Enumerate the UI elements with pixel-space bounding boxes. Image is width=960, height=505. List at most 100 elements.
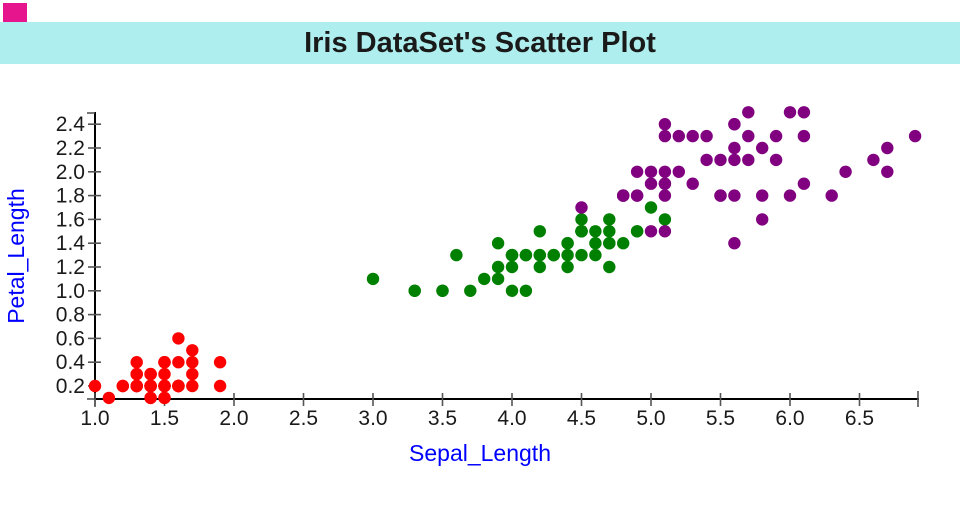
data-point-virginica xyxy=(658,129,672,143)
data-point-setosa xyxy=(213,356,227,369)
data-point-virginica xyxy=(658,165,672,178)
data-point-versicolor xyxy=(589,248,602,262)
data-point-versicolor xyxy=(505,260,519,274)
x-tick-label: 5.5 xyxy=(706,407,735,430)
data-point-virginica xyxy=(686,129,699,143)
title-banner: Iris DataSet's Scatter Plot xyxy=(0,22,960,64)
data-point-versicolor xyxy=(366,272,380,286)
data-point-virginica xyxy=(881,165,894,178)
data-point-virginica xyxy=(658,225,672,238)
data-point-virginica xyxy=(714,189,727,202)
y-tick-label: 0.2 xyxy=(56,375,85,398)
data-point-versicolor xyxy=(533,260,546,274)
data-point-virginica xyxy=(797,177,811,190)
data-point-virginica xyxy=(672,165,685,178)
x-tick-label: 2.5 xyxy=(289,407,318,430)
x-tick-label: 6.0 xyxy=(775,407,804,430)
data-point-virginica xyxy=(728,153,741,167)
data-point-virginica xyxy=(783,189,797,202)
data-point-versicolor xyxy=(575,225,588,238)
y-tick-label: 1.6 xyxy=(56,208,85,231)
data-point-virginica xyxy=(617,189,630,202)
x-tick-label: 3.0 xyxy=(358,407,387,430)
data-point-virginica xyxy=(756,189,769,202)
y-axis-title: Petal_Length xyxy=(3,188,29,324)
data-point-virginica xyxy=(658,118,672,131)
data-point-versicolor xyxy=(575,213,588,226)
y-tick-label: 2.0 xyxy=(56,161,85,184)
data-point-versicolor xyxy=(491,237,505,250)
data-point-versicolor xyxy=(617,237,630,250)
data-point-versicolor xyxy=(561,237,574,250)
x-axis: 1.0 1.5 2.0 2.5 3.0 3.5 4.0 4.5 5.0 5.5 6.0 6.5 xyxy=(80,391,919,430)
data-point-setosa xyxy=(158,356,171,369)
data-point-versicolor xyxy=(589,237,602,250)
data-point-versicolor xyxy=(603,225,616,238)
data-point-versicolor xyxy=(603,237,616,250)
data-point-virginica xyxy=(756,141,769,155)
data-point-versicolor xyxy=(505,248,519,262)
y-tick-labels: 0.20.40.60.81.01.21.41.61.82.02.22.4 xyxy=(56,113,86,398)
data-point-virginica xyxy=(769,153,783,167)
data-point-setosa xyxy=(172,356,185,369)
y-tick-label: 1.4 xyxy=(56,232,86,255)
y-tick-label: 1.0 xyxy=(56,280,85,303)
data-point-versicolor xyxy=(603,260,616,274)
data-point-virginica xyxy=(728,189,741,202)
data-point-versicolor xyxy=(603,213,616,226)
data-point-virginica xyxy=(644,177,658,190)
data-point-virginica xyxy=(797,129,811,143)
data-point-setosa xyxy=(186,356,199,369)
data-point-setosa xyxy=(144,379,157,393)
data-point-virginica xyxy=(672,129,685,143)
data-point-versicolor xyxy=(505,284,519,297)
data-point-setosa xyxy=(88,379,102,393)
x-tick-label: 1.0 xyxy=(80,407,109,430)
data-point-virginica xyxy=(700,129,713,143)
y-tick-label: 1.2 xyxy=(56,256,85,279)
x-tick-label: 1.5 xyxy=(150,407,179,430)
data-point-setosa xyxy=(172,379,185,393)
data-point-virginica xyxy=(728,141,741,155)
data-point-virginica xyxy=(867,153,880,167)
data-point-versicolor xyxy=(478,272,491,286)
chart-title: Iris DataSet's Scatter Plot xyxy=(304,26,656,59)
data-point-versicolor xyxy=(491,260,505,274)
data-point-versicolor xyxy=(630,225,644,238)
data-point-setosa xyxy=(130,356,143,369)
data-point-versicolor xyxy=(519,248,533,262)
y-axis: 0.20.40.60.81.01.21.41.61.82.02.22.4 xyxy=(56,112,101,400)
data-point-versicolor xyxy=(491,272,505,286)
data-point-virginica xyxy=(825,189,838,202)
data-point-virginica xyxy=(700,153,713,167)
data-point-setosa xyxy=(186,379,199,393)
data-point-virginica xyxy=(686,177,699,190)
data-point-virginica xyxy=(797,106,811,119)
data-point-virginica xyxy=(783,106,797,119)
x-tick-label: 3.5 xyxy=(428,407,457,430)
x-axis-title: Sepal_Length xyxy=(409,440,551,466)
data-point-virginica xyxy=(908,129,922,143)
y-tick-label: 2.2 xyxy=(56,137,85,160)
data-points xyxy=(88,106,922,405)
data-point-setosa xyxy=(186,367,199,381)
data-point-virginica xyxy=(881,141,894,155)
data-point-virginica xyxy=(769,129,783,143)
x-tick-labels: 1.0 1.5 2.0 2.5 3.0 3.5 4.0 4.5 5.0 5.5 6.0 6.5 xyxy=(80,407,874,430)
data-point-virginica xyxy=(658,189,672,202)
data-point-virginica xyxy=(728,118,741,131)
y-tick-label: 0.6 xyxy=(56,327,85,350)
data-point-setosa xyxy=(144,367,157,381)
data-point-virginica xyxy=(644,165,658,178)
data-point-virginica xyxy=(742,106,755,119)
data-point-setosa xyxy=(172,332,185,345)
data-point-setosa xyxy=(158,379,171,393)
x-tick-label: 6.5 xyxy=(845,407,874,430)
x-tick-label: 2.0 xyxy=(219,407,248,430)
data-point-versicolor xyxy=(575,248,588,262)
data-point-setosa xyxy=(130,379,143,393)
x-tick-label: 4.5 xyxy=(567,407,596,430)
data-point-setosa xyxy=(144,391,157,405)
